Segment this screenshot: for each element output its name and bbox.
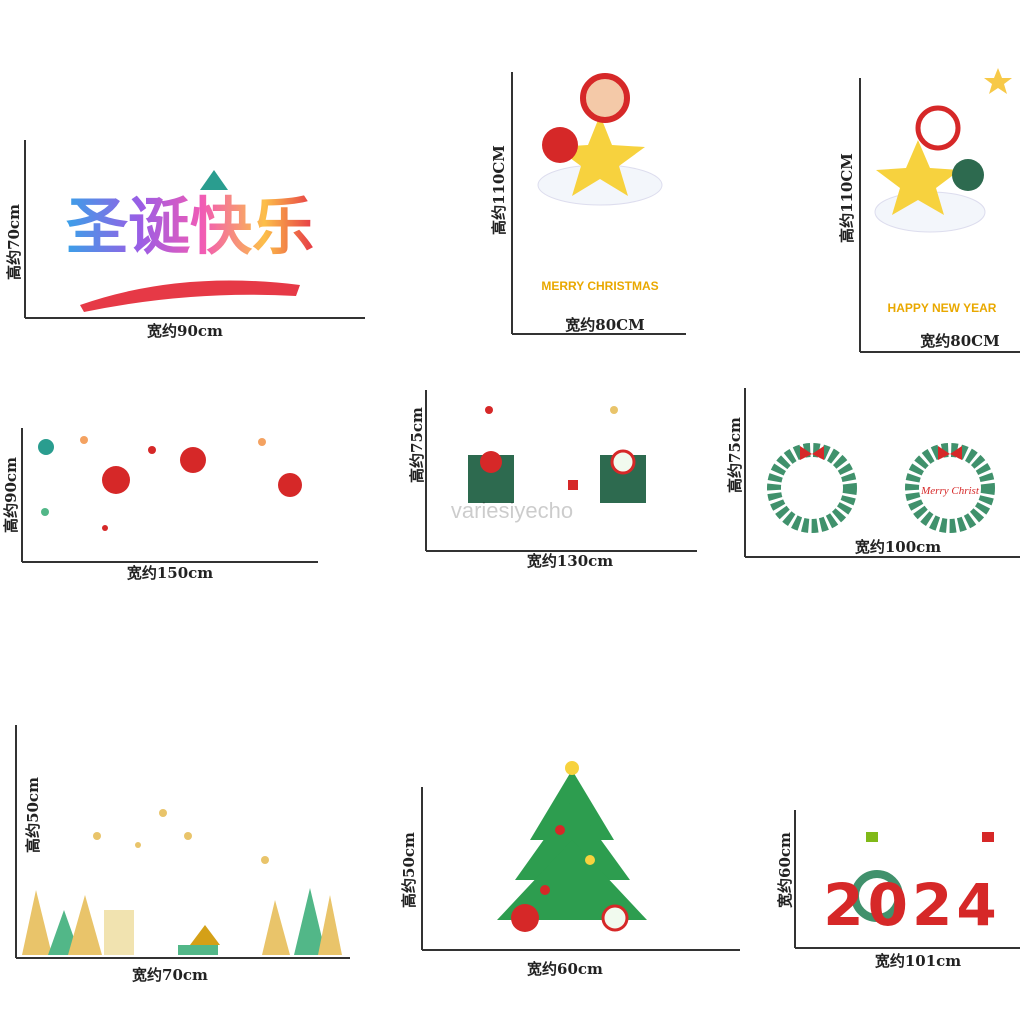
star bbox=[876, 140, 960, 215]
gold-trees bbox=[22, 809, 342, 955]
tree-icon bbox=[200, 170, 228, 190]
christmas-tree bbox=[497, 761, 647, 932]
snowman bbox=[915, 105, 961, 151]
height-label: 高约50cm bbox=[400, 832, 418, 908]
height-label: 高约75cm bbox=[726, 417, 744, 493]
bag bbox=[952, 159, 984, 191]
wreath bbox=[905, 443, 995, 533]
height-label: 高约110CM bbox=[490, 145, 508, 235]
sack bbox=[542, 127, 578, 163]
art-text: HAPPY NEW YEAR bbox=[888, 301, 997, 315]
width-label: 宽约101cm bbox=[874, 952, 961, 970]
art-text: 2024 bbox=[823, 871, 1000, 939]
height-label: 高约90cm bbox=[2, 457, 20, 533]
width-label: 宽约150cm bbox=[126, 564, 213, 582]
width-label: 宽约90cm bbox=[146, 322, 223, 340]
width-label: 宽约80CM bbox=[919, 332, 999, 350]
height-label: 高约50cm bbox=[24, 777, 42, 853]
gift bbox=[982, 832, 994, 842]
ornaments bbox=[38, 436, 302, 531]
height-label: 宽约60cm bbox=[776, 832, 794, 909]
width-label: 宽约100cm bbox=[854, 538, 941, 556]
wreath bbox=[767, 443, 857, 533]
brush-stroke bbox=[80, 280, 300, 312]
gift bbox=[866, 832, 878, 842]
dimension-axes: 宽约90cm 高约70cm 宽约80CM 高约110CM 宽约80CM 高约110CM 宽约… bbox=[2, 72, 1020, 984]
star bbox=[555, 115, 645, 196]
star bbox=[984, 68, 1012, 94]
width-label: 宽约130cm bbox=[526, 552, 613, 570]
height-label: 高约75cm bbox=[408, 407, 426, 483]
height-label: 高约110CM bbox=[838, 153, 856, 243]
width-label: 宽约60cm bbox=[526, 960, 603, 978]
art-title: 圣诞快乐 bbox=[66, 190, 314, 263]
watermark: variesiyecho bbox=[451, 498, 573, 523]
art-text: Merry Christ bbox=[920, 485, 980, 497]
wreath bbox=[851, 870, 903, 922]
art-text: MERRY CHRISTMAS bbox=[541, 279, 658, 293]
decorations bbox=[22, 68, 1012, 955]
width-label: 宽约70cm bbox=[131, 966, 208, 984]
santa-boxes bbox=[468, 406, 646, 503]
santa bbox=[580, 73, 630, 123]
height-label: 高约70cm bbox=[5, 204, 23, 280]
width-label: 宽约80CM bbox=[564, 316, 644, 334]
